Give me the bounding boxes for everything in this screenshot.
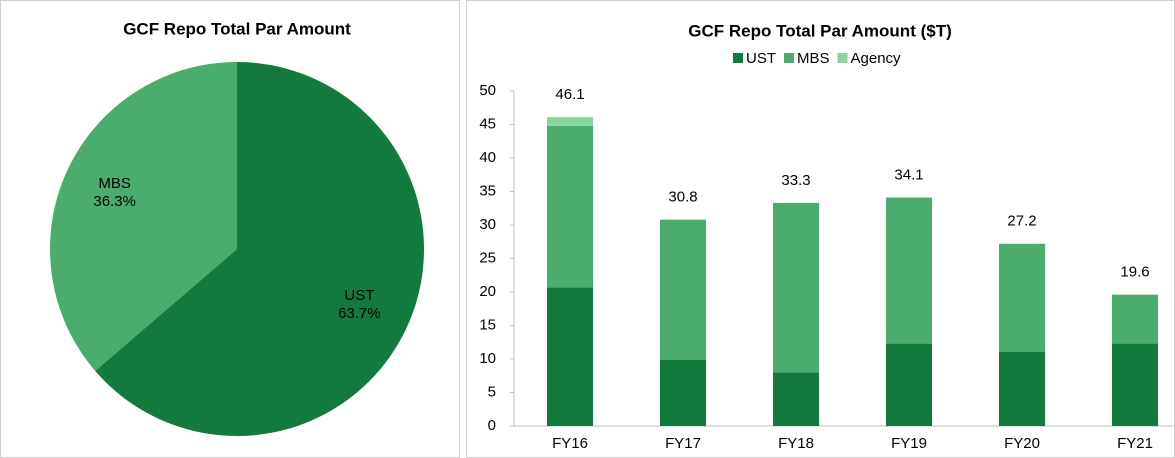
- legend-swatch: [733, 53, 743, 63]
- y-tick-label: 35: [479, 182, 496, 199]
- bar-segment: [886, 197, 932, 344]
- bar-segment: [886, 343, 932, 426]
- bar-segment: [547, 117, 593, 126]
- y-tick-label: 30: [479, 216, 496, 233]
- total-label: 27.2: [1007, 213, 1036, 230]
- pie-slice: [50, 62, 238, 371]
- bar-segment: [999, 351, 1045, 426]
- x-tick-label: FY17: [665, 435, 701, 452]
- y-tick-label: 10: [479, 350, 496, 367]
- bar-segment: [547, 125, 593, 288]
- y-tick-label: 5: [488, 383, 496, 400]
- total-label: 33.3: [781, 172, 810, 189]
- total-label: 30.8: [668, 189, 697, 206]
- bar-segment: [1112, 343, 1158, 426]
- bar-segment: [773, 202, 819, 373]
- legend-swatch: [784, 53, 794, 63]
- legend-swatch: [837, 53, 848, 63]
- x-tick-label: FY19: [891, 435, 927, 452]
- slice-label: UST: [344, 287, 374, 304]
- x-tick-label: FY20: [1004, 435, 1040, 452]
- y-tick-label: 45: [479, 115, 496, 132]
- bar-segment: [1112, 294, 1158, 344]
- y-tick-label: 40: [479, 149, 496, 166]
- x-tick-label: FY18: [778, 435, 814, 452]
- bar-segment: [773, 372, 819, 426]
- y-tick-label: 20: [479, 283, 496, 300]
- y-tick-label: 50: [479, 82, 496, 99]
- legend-label: MBS: [797, 50, 830, 67]
- legend-label: UST: [746, 50, 776, 67]
- bar-segment: [547, 287, 593, 426]
- slice-label: MBS: [98, 175, 131, 192]
- legend-label: Agency: [851, 50, 902, 67]
- slice-value: 36.3%: [93, 193, 136, 210]
- total-label: 46.1: [555, 86, 584, 103]
- slice-value: 63.7%: [338, 305, 381, 322]
- bar-segment: [660, 219, 706, 360]
- pie-slice: [95, 62, 425, 437]
- y-tick-label: 25: [479, 249, 496, 266]
- total-label: 19.6: [1120, 264, 1149, 281]
- x-tick-label: FY16: [552, 435, 588, 452]
- total-label: 34.1: [894, 166, 923, 183]
- pie-title: GCF Repo Total Par Amount: [123, 19, 351, 38]
- y-tick-label: 0: [488, 417, 496, 434]
- bar-segment: [999, 243, 1045, 352]
- bar-segment: [660, 359, 706, 426]
- y-tick-label: 15: [479, 316, 496, 333]
- x-tick-label: FY21: [1117, 435, 1153, 452]
- bar-title: GCF Repo Total Par Amount ($T): [688, 21, 952, 40]
